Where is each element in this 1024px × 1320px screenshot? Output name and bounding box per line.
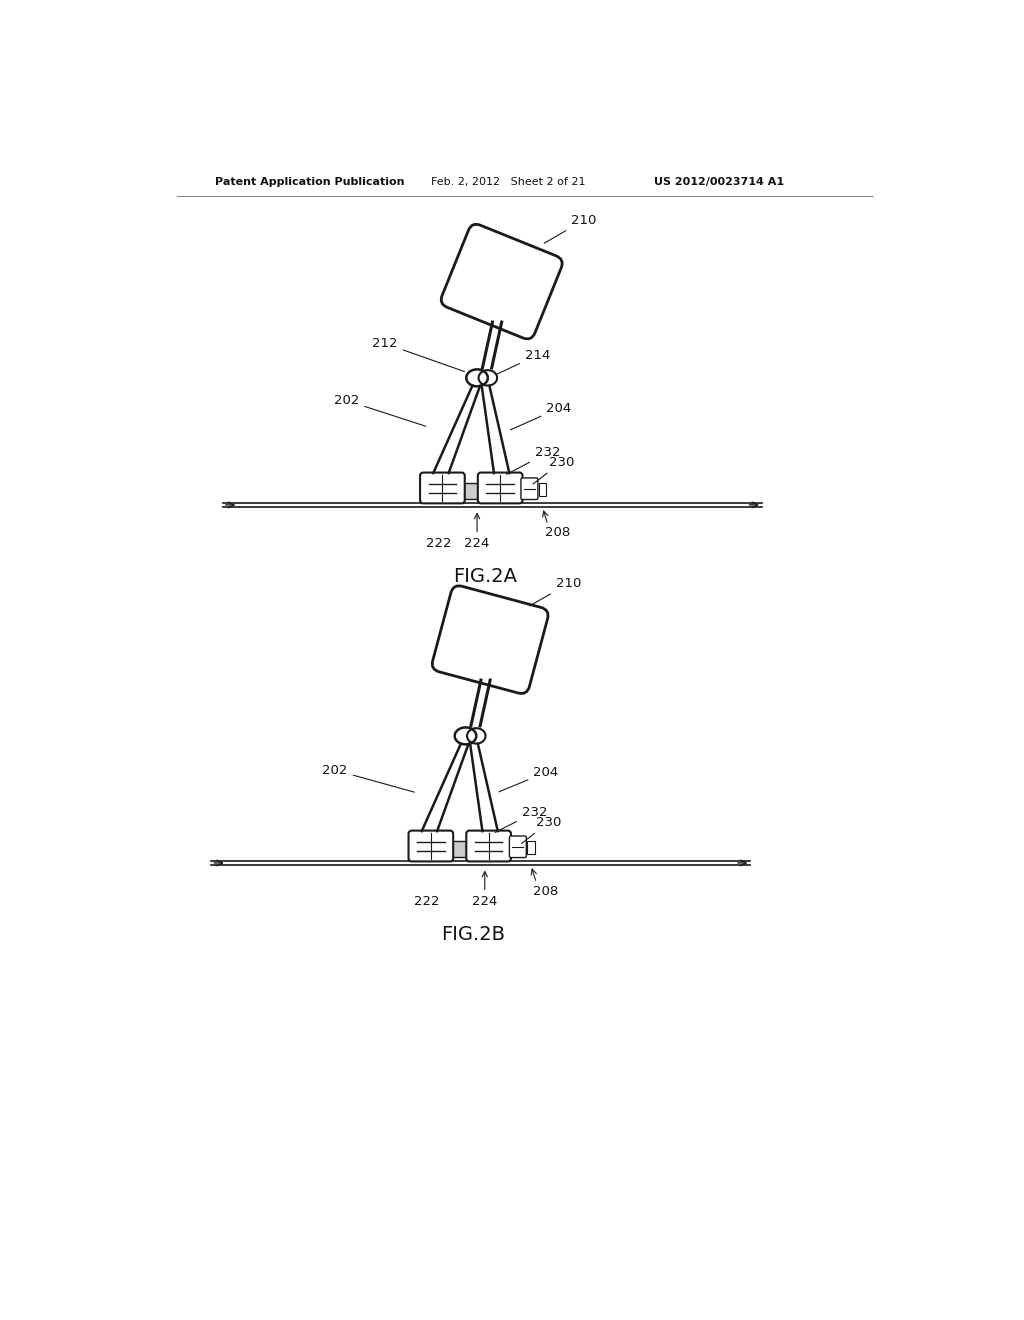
Text: FIG.2A: FIG.2A (453, 566, 517, 586)
FancyBboxPatch shape (466, 830, 511, 862)
Text: 210: 210 (544, 214, 596, 243)
Text: US 2012/0023714 A1: US 2012/0023714 A1 (654, 177, 784, 186)
FancyBboxPatch shape (521, 478, 538, 499)
FancyBboxPatch shape (441, 224, 562, 339)
Text: Patent Application Publication: Patent Application Publication (215, 177, 404, 186)
FancyBboxPatch shape (409, 830, 454, 862)
Text: 232: 232 (507, 446, 560, 474)
Text: 208: 208 (534, 884, 558, 898)
Text: 222: 222 (415, 895, 439, 908)
FancyBboxPatch shape (420, 473, 465, 503)
Bar (464, 483, 478, 499)
Bar (527, 841, 535, 854)
Bar (453, 841, 467, 857)
FancyBboxPatch shape (509, 836, 526, 858)
Text: FIG.2B: FIG.2B (441, 924, 505, 944)
Text: 224: 224 (472, 871, 498, 908)
Text: Feb. 2, 2012   Sheet 2 of 21: Feb. 2, 2012 Sheet 2 of 21 (431, 177, 586, 186)
Text: 230: 230 (521, 816, 561, 843)
Text: 232: 232 (495, 807, 547, 833)
Text: 202: 202 (323, 764, 415, 792)
Text: 204: 204 (510, 401, 571, 430)
Bar (539, 483, 547, 496)
Text: 212: 212 (373, 337, 465, 371)
Text: 204: 204 (499, 766, 558, 792)
Text: 210: 210 (529, 577, 581, 606)
Text: 222: 222 (426, 537, 452, 550)
Text: 224: 224 (464, 513, 489, 550)
FancyBboxPatch shape (478, 473, 522, 503)
Text: 214: 214 (497, 348, 550, 375)
FancyBboxPatch shape (432, 586, 548, 693)
Text: 208: 208 (545, 527, 570, 540)
Text: 202: 202 (334, 395, 426, 426)
Text: 230: 230 (534, 455, 574, 484)
